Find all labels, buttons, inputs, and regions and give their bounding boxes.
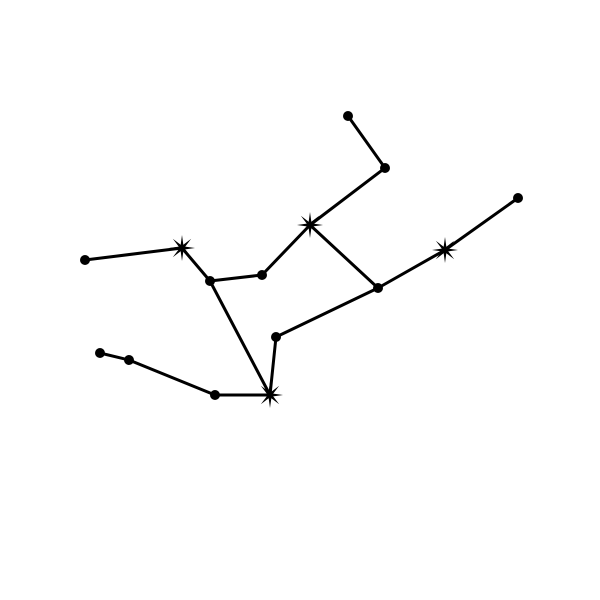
star-dot-icon	[343, 111, 353, 121]
constellation-edge	[310, 168, 385, 225]
star-burst-icon	[297, 212, 323, 238]
star-dot-icon	[95, 348, 105, 358]
star-dot-icon	[124, 355, 134, 365]
star-dot-icon	[210, 390, 220, 400]
constellation-edge	[210, 275, 262, 281]
star-dot-icon	[257, 270, 267, 280]
star-dot-icon	[80, 255, 90, 265]
star-dot-icon	[380, 163, 390, 173]
star-dot-icon	[205, 276, 215, 286]
star-dot-icon	[271, 332, 281, 342]
constellation-edge	[85, 248, 182, 260]
constellation-edge	[210, 281, 270, 395]
constellation-edge	[129, 360, 215, 395]
star-dot-icon	[513, 193, 523, 203]
constellation-edge	[378, 250, 445, 288]
constellation-edge	[310, 225, 378, 288]
star-burst-icon	[257, 382, 283, 408]
constellation-edge	[270, 337, 276, 395]
star-dot-icon	[373, 283, 383, 293]
star-burst-icon	[432, 237, 458, 263]
constellation-diagram	[0, 0, 600, 600]
constellation-edge	[445, 198, 518, 250]
constellation-edge	[276, 288, 378, 337]
constellation-edge	[348, 116, 385, 168]
star-burst-icon	[169, 235, 195, 261]
